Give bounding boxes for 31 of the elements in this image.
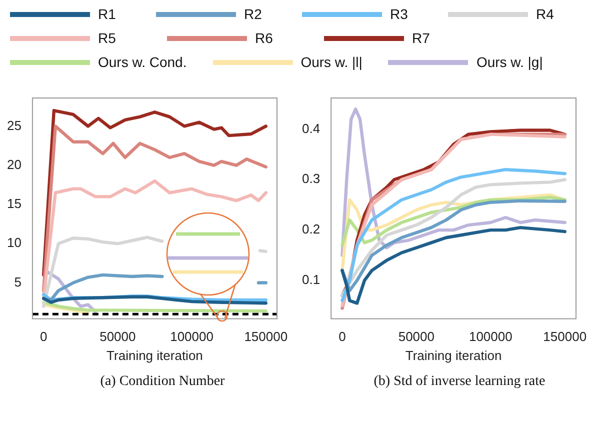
legend-label: R4 bbox=[536, 6, 554, 22]
legend-label: Ours w. Cond. bbox=[98, 54, 187, 70]
legend-label: R2 bbox=[244, 6, 262, 22]
x-tick-label: 50000 bbox=[398, 329, 435, 344]
x-tick-label: 150000 bbox=[244, 329, 288, 344]
y-tick-label: 20 bbox=[6, 156, 22, 172]
y-tick-label: 0.1 bbox=[302, 272, 320, 288]
legend-label: Ours w. |g| bbox=[476, 54, 543, 70]
x-tick-label: 100000 bbox=[170, 329, 214, 344]
y-tick-label: 25 bbox=[6, 118, 22, 133]
x-axis-title: Training iteration bbox=[405, 348, 502, 363]
y-tick-label: 0.2 bbox=[302, 222, 320, 237]
legend-label: R6 bbox=[255, 30, 273, 46]
y-tick-label: 5 bbox=[14, 274, 22, 290]
legend-label: R5 bbox=[98, 30, 116, 46]
x-tick-label: 150000 bbox=[543, 329, 587, 344]
x-tick-label: 0 bbox=[338, 329, 346, 344]
text: (b) Std of inverse learning rate bbox=[372, 374, 546, 390]
y-tick-label: 0.4 bbox=[302, 120, 320, 136]
x-axis-title: Training iteration bbox=[106, 348, 203, 363]
y-tick-label: 10 bbox=[6, 235, 22, 250]
legend-label: Ours w. |l| bbox=[300, 54, 362, 70]
y-tick-label: 15 bbox=[6, 196, 22, 212]
legend-label: R1 bbox=[98, 6, 116, 22]
text: (a) Condition Number bbox=[99, 374, 226, 390]
x-tick-label: 100000 bbox=[468, 329, 512, 344]
x-tick-label: 0 bbox=[40, 329, 48, 344]
x-tick-label: 50000 bbox=[100, 329, 136, 344]
legend-label: R3 bbox=[390, 6, 408, 22]
legend-label: R7 bbox=[412, 30, 430, 46]
y-tick-label: 0.3 bbox=[302, 171, 320, 186]
